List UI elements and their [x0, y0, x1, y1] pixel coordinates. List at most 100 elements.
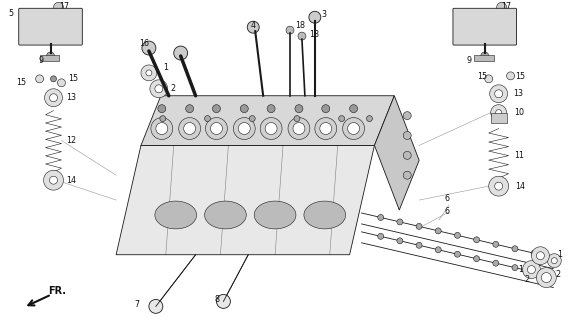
Text: 2: 2	[555, 270, 561, 279]
Circle shape	[403, 132, 411, 140]
Circle shape	[186, 105, 194, 113]
Circle shape	[350, 105, 358, 113]
Text: 2: 2	[171, 84, 176, 93]
Ellipse shape	[155, 201, 197, 229]
Circle shape	[454, 232, 461, 238]
Bar	[40, 55, 60, 61]
Text: 15: 15	[17, 78, 27, 87]
Circle shape	[378, 214, 384, 220]
Text: 14: 14	[66, 176, 76, 185]
Circle shape	[160, 116, 166, 122]
Text: 17: 17	[502, 2, 512, 11]
FancyBboxPatch shape	[18, 8, 82, 45]
Circle shape	[151, 117, 173, 140]
Ellipse shape	[205, 201, 246, 229]
Circle shape	[531, 247, 549, 265]
Text: 11: 11	[514, 151, 525, 160]
Circle shape	[378, 233, 384, 239]
Circle shape	[50, 76, 57, 82]
Circle shape	[366, 116, 372, 122]
Circle shape	[206, 117, 227, 140]
Circle shape	[536, 252, 544, 260]
Circle shape	[57, 79, 65, 87]
Circle shape	[506, 72, 514, 80]
Circle shape	[146, 70, 152, 76]
Circle shape	[497, 2, 506, 12]
Polygon shape	[375, 96, 419, 210]
Circle shape	[54, 2, 64, 12]
Circle shape	[347, 123, 360, 134]
Circle shape	[403, 151, 411, 159]
Text: 18: 18	[295, 21, 305, 30]
Circle shape	[493, 260, 499, 266]
Circle shape	[495, 182, 503, 190]
Circle shape	[343, 117, 365, 140]
Circle shape	[435, 247, 441, 253]
Circle shape	[238, 123, 250, 134]
Circle shape	[339, 116, 344, 122]
Text: 7: 7	[134, 300, 139, 309]
Polygon shape	[116, 145, 375, 255]
Circle shape	[61, 15, 80, 35]
Circle shape	[397, 219, 403, 225]
Circle shape	[158, 105, 166, 113]
Text: 9: 9	[39, 56, 44, 66]
Circle shape	[454, 251, 461, 257]
Circle shape	[294, 116, 300, 122]
Text: 16: 16	[139, 39, 149, 48]
Text: 1: 1	[557, 250, 562, 259]
Circle shape	[240, 105, 249, 113]
Circle shape	[403, 112, 411, 120]
Circle shape	[141, 65, 157, 81]
Circle shape	[150, 80, 168, 98]
Circle shape	[50, 94, 57, 102]
Circle shape	[267, 105, 275, 113]
Text: 1: 1	[518, 265, 524, 274]
Polygon shape	[141, 96, 394, 145]
Circle shape	[179, 117, 201, 140]
Circle shape	[249, 116, 255, 122]
Text: 10: 10	[514, 108, 525, 117]
Text: 15: 15	[516, 72, 525, 81]
Circle shape	[496, 15, 516, 35]
Circle shape	[397, 238, 403, 244]
Circle shape	[551, 258, 557, 264]
Circle shape	[531, 269, 537, 275]
Circle shape	[320, 123, 332, 134]
Text: 1: 1	[163, 63, 168, 72]
Text: 15: 15	[477, 72, 488, 81]
Circle shape	[45, 89, 62, 107]
Text: 13: 13	[66, 93, 76, 102]
Circle shape	[295, 105, 303, 113]
Circle shape	[536, 268, 556, 287]
Bar	[491, 113, 506, 123]
Circle shape	[210, 123, 223, 134]
Circle shape	[315, 117, 337, 140]
Text: 2: 2	[524, 275, 529, 284]
Text: 9: 9	[467, 56, 472, 66]
Circle shape	[490, 85, 507, 103]
Circle shape	[435, 228, 441, 234]
Circle shape	[493, 241, 499, 247]
Text: 14: 14	[516, 182, 525, 191]
Circle shape	[213, 105, 220, 113]
Circle shape	[475, 15, 495, 35]
Ellipse shape	[254, 201, 296, 229]
Circle shape	[50, 176, 57, 184]
Text: 12: 12	[66, 136, 76, 145]
Circle shape	[495, 90, 503, 98]
Text: 5: 5	[9, 9, 14, 18]
Text: 3: 3	[322, 10, 327, 19]
Text: 13: 13	[514, 89, 524, 98]
Circle shape	[512, 246, 518, 252]
Circle shape	[156, 123, 168, 134]
Circle shape	[155, 85, 163, 93]
Text: 5: 5	[454, 9, 459, 18]
Circle shape	[416, 223, 422, 229]
Ellipse shape	[304, 201, 346, 229]
Circle shape	[288, 117, 310, 140]
Circle shape	[542, 273, 551, 283]
FancyBboxPatch shape	[453, 8, 517, 45]
Bar	[474, 55, 494, 61]
Circle shape	[40, 15, 61, 35]
